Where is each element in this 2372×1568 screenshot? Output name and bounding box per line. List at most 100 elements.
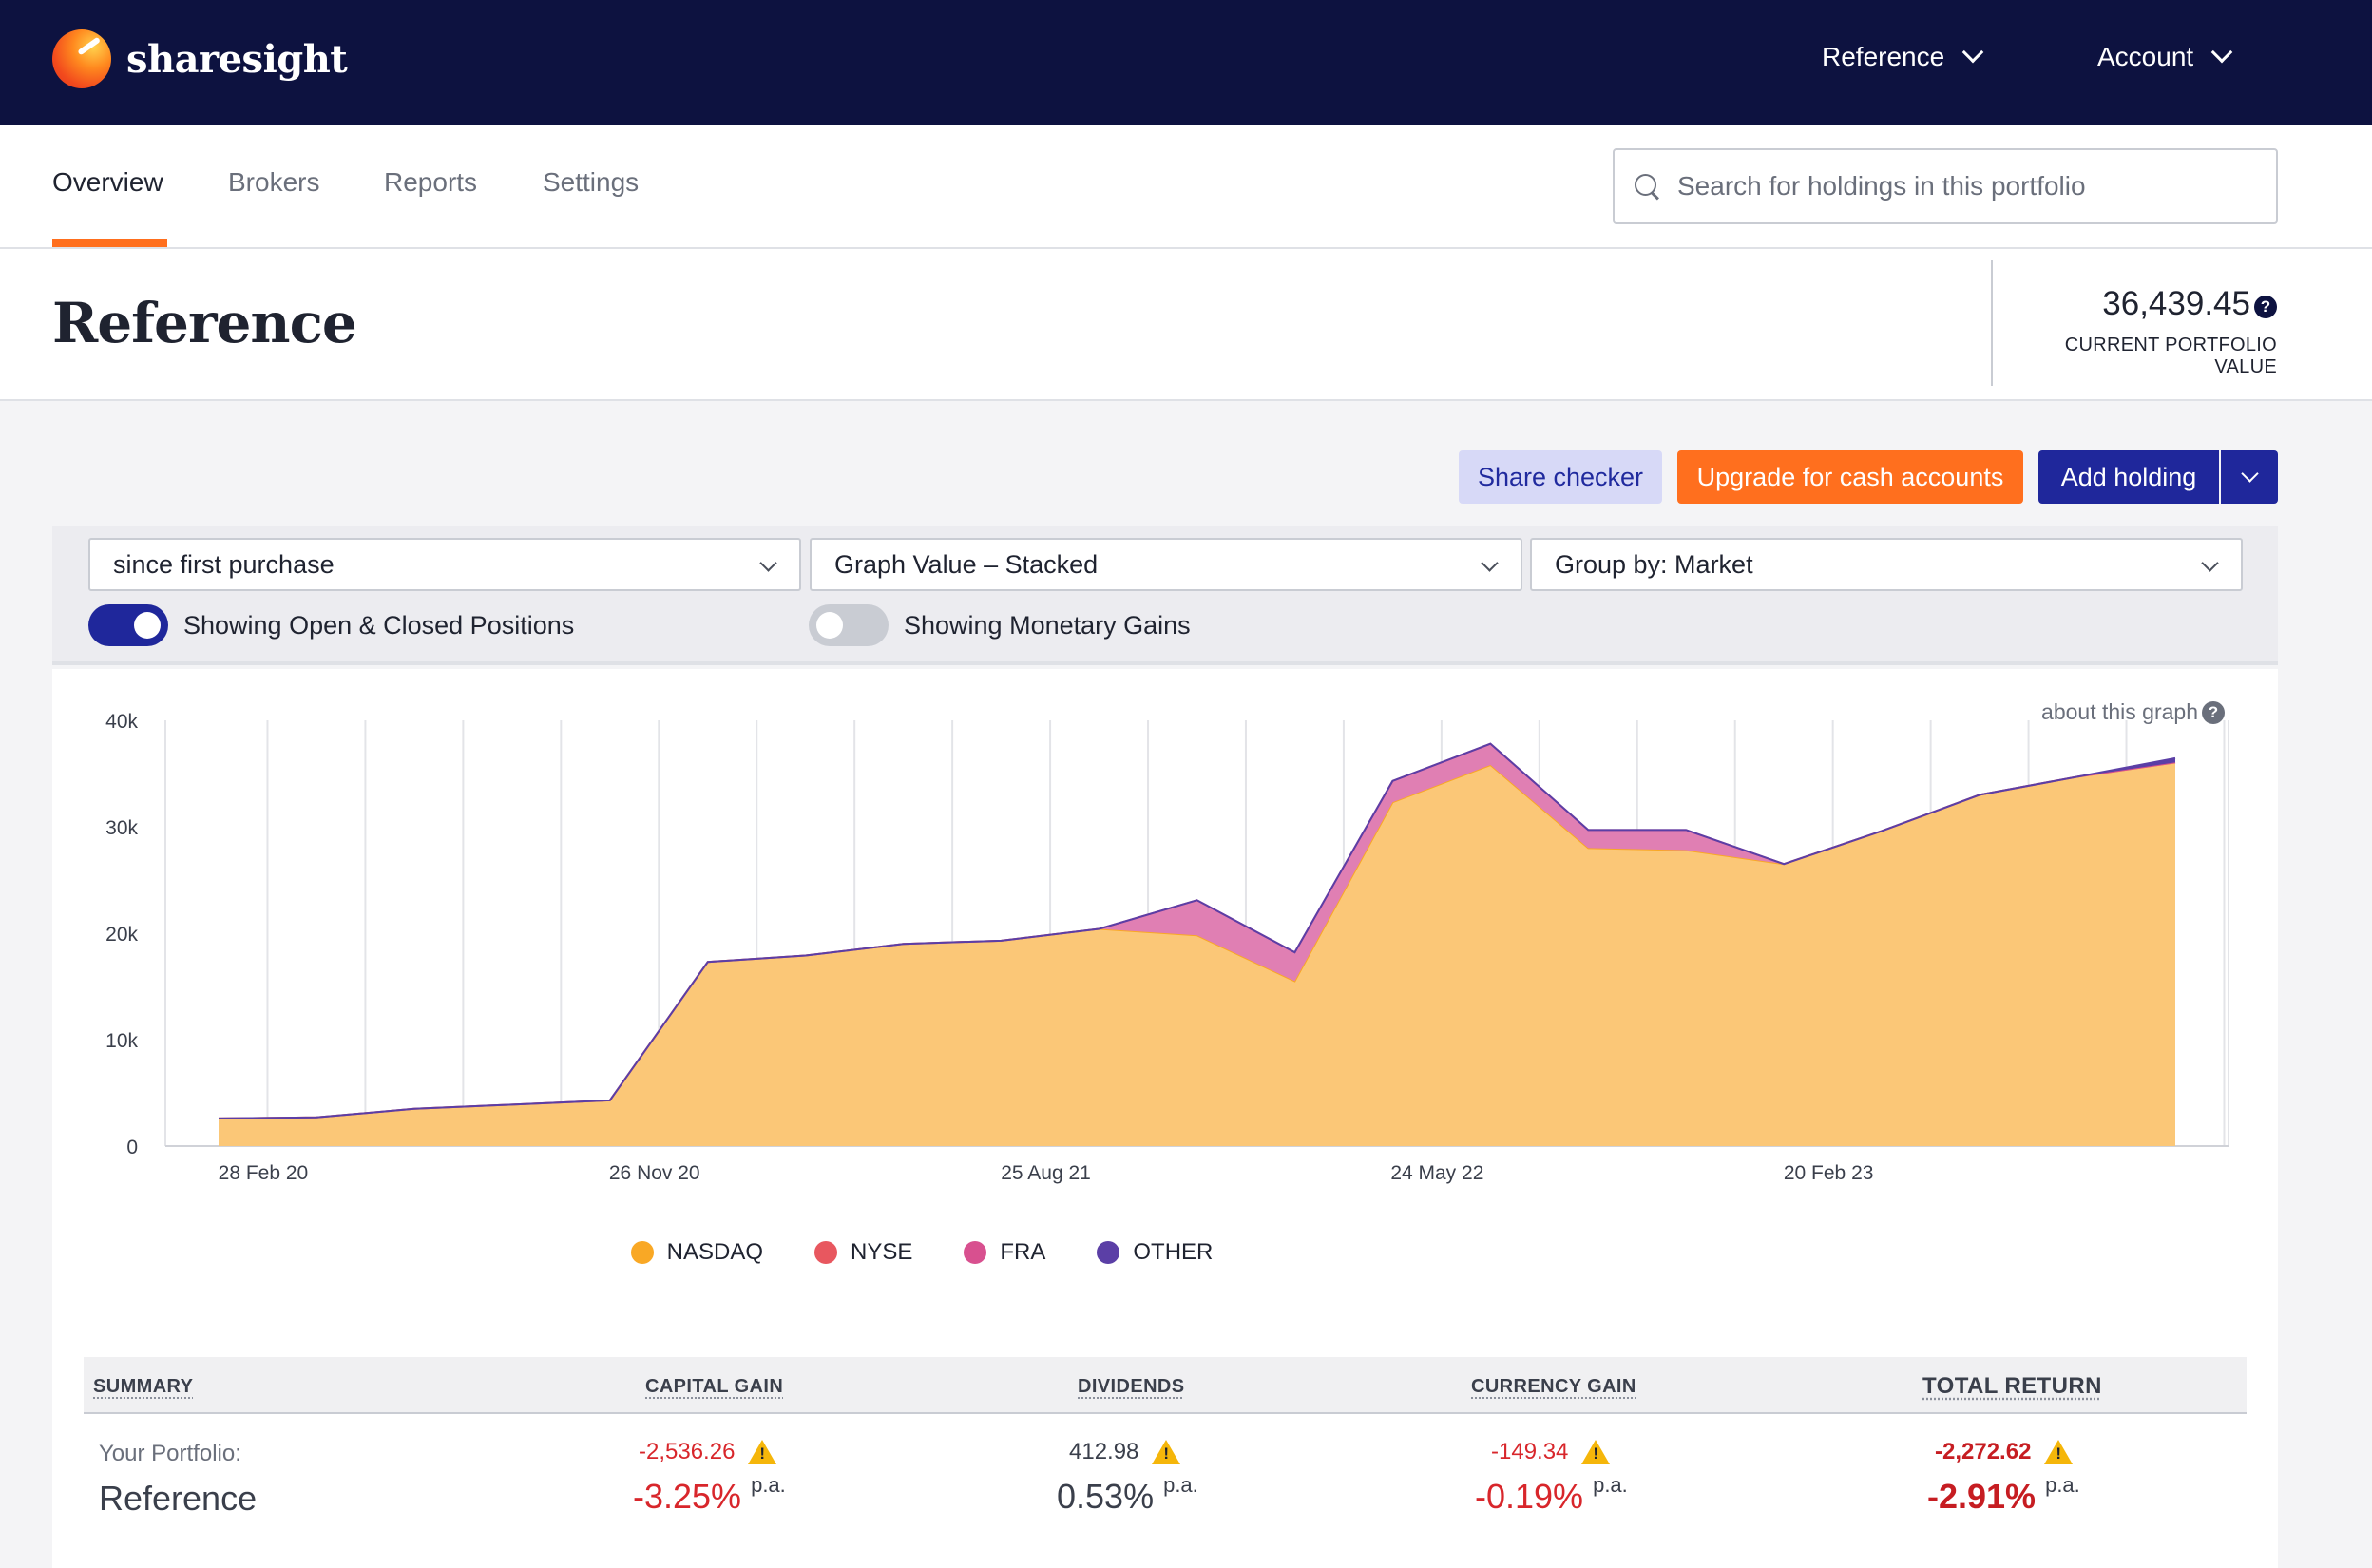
portfolio-value-chart: 0 10k 20k 30k 40k 28 Feb 20 26 Nov 20 25 Aug 21… bbox=[105, 711, 2229, 1184]
y-tick-label: 30k bbox=[105, 817, 138, 839]
per-annum-label: p.a. bbox=[751, 1473, 786, 1497]
legend-dot bbox=[814, 1241, 837, 1264]
add-holding-button[interactable]: Add holding bbox=[2038, 450, 2219, 504]
currency-gain-amount: -149.34 bbox=[1491, 1439, 1611, 1465]
reference-menu[interactable]: Reference bbox=[1822, 41, 1984, 72]
portfolio-value-label: CURRENT PORTFOLIO VALUE bbox=[2064, 335, 2277, 377]
tab-reports[interactable]: Reports bbox=[384, 167, 478, 197]
warning-icon[interactable] bbox=[2044, 1440, 2074, 1464]
positions-toggle-row: Showing Open & Closed Positions bbox=[88, 604, 574, 646]
y-tick-label: 10k bbox=[105, 1030, 138, 1052]
about-graph-label: about this graph bbox=[2041, 699, 2198, 724]
summary-col-dividends[interactable]: DIVIDENDS bbox=[1078, 1376, 1185, 1397]
area-nasdaq bbox=[219, 762, 2175, 1146]
account-menu[interactable]: Account bbox=[2097, 41, 2233, 72]
dividends-amount: 412.98 bbox=[1069, 1439, 1181, 1465]
capital-gain-percent: -3.25% p.a. bbox=[633, 1473, 786, 1517]
legend-item-other[interactable]: OTHER bbox=[1097, 1239, 1213, 1266]
brand-logo[interactable]: sharesight bbox=[52, 29, 348, 88]
positions-toggle-label: Showing Open & Closed Positions bbox=[183, 610, 575, 640]
account-menu-label: Account bbox=[2097, 42, 2194, 71]
dividends-percent: 0.53% p.a. bbox=[1057, 1473, 1198, 1517]
capital-gain-amount: -2,536.26 bbox=[639, 1439, 777, 1465]
positions-toggle[interactable] bbox=[88, 604, 168, 646]
portfolio-tabs: Overview Brokers Reports Settings bbox=[0, 125, 2372, 249]
chevron-down-icon bbox=[2210, 41, 2233, 64]
warning-icon[interactable] bbox=[1581, 1440, 1611, 1464]
total-return-value: -2,272.62 bbox=[1935, 1439, 2032, 1464]
main-content: Share checker Upgrade for cash accounts … bbox=[0, 401, 2372, 1568]
group-by-select[interactable]: Group by: Market bbox=[1530, 538, 2243, 591]
graph-mode-select-value: Graph Value – Stacked bbox=[834, 549, 1099, 579]
capital-gain-percent-value: -3.25% bbox=[633, 1477, 742, 1516]
upgrade-cash-accounts-button[interactable]: Upgrade for cash accounts bbox=[1677, 450, 2023, 504]
x-tick-label: 28 Feb 20 bbox=[219, 1162, 309, 1184]
reference-menu-label: Reference bbox=[1822, 42, 1945, 71]
legend-dot bbox=[630, 1241, 654, 1264]
chevron-down-icon bbox=[1481, 554, 1499, 572]
legend-item-fra[interactable]: FRA bbox=[964, 1239, 1045, 1266]
help-icon[interactable]: ? bbox=[2254, 296, 2277, 318]
y-tick-label: 20k bbox=[105, 924, 138, 946]
legend-item-nasdaq[interactable]: NASDAQ bbox=[630, 1239, 763, 1266]
tab-overview[interactable]: Overview bbox=[52, 167, 163, 197]
period-select[interactable]: since first purchase bbox=[88, 538, 801, 591]
chevron-down-icon bbox=[2201, 554, 2219, 572]
legend-label: OTHER bbox=[1133, 1239, 1214, 1265]
add-holding-dropdown-button[interactable] bbox=[2221, 450, 2278, 504]
tab-settings[interactable]: Settings bbox=[543, 167, 640, 197]
dividends-percent-value: 0.53% bbox=[1057, 1477, 1155, 1516]
gains-toggle-label: Showing Monetary Gains bbox=[904, 610, 1191, 640]
help-icon: ? bbox=[2202, 700, 2225, 724]
total-return-percent-value: -2.91% bbox=[1927, 1477, 2037, 1516]
about-graph-link[interactable]: about this graph ? bbox=[2041, 699, 2225, 725]
summary-row: Your Portfolio: Reference -2,536.26 -3.2… bbox=[84, 1414, 2247, 1547]
summary-col-capital-gain[interactable]: CAPITAL GAIN bbox=[645, 1376, 784, 1397]
currency-gain-percent: -0.19% p.a. bbox=[1475, 1473, 1628, 1517]
line-other bbox=[218, 742, 2176, 1119]
graph-mode-select[interactable]: Graph Value – Stacked bbox=[810, 538, 1522, 591]
legend-label: FRA bbox=[1000, 1239, 1046, 1265]
warning-icon[interactable] bbox=[748, 1440, 777, 1464]
chart-panel: about this graph ? 0 10k 20k 30k 40k 28 Feb 2… bbox=[52, 669, 2278, 1568]
summary-header: SUMMARY CAPITAL GAIN DIVIDENDS CURRENCY … bbox=[84, 1357, 2247, 1414]
share-checker-button[interactable]: Share checker bbox=[1459, 450, 1662, 504]
warning-icon[interactable] bbox=[1152, 1440, 1181, 1464]
y-tick-label: 0 bbox=[126, 1137, 138, 1158]
top-navbar: sharesight Reference Account bbox=[0, 0, 2372, 125]
area-fra bbox=[219, 743, 2175, 1119]
total-return-amount: -2,272.62 bbox=[1935, 1439, 2074, 1465]
per-annum-label: p.a. bbox=[2045, 1473, 2080, 1497]
toggle-knob bbox=[816, 612, 843, 639]
chevron-down-icon bbox=[759, 554, 777, 572]
portfolio-header: Reference 36,439.45 ? CURRENT PORTFOLIO … bbox=[0, 249, 2372, 401]
dividends-value: 412.98 bbox=[1069, 1439, 1139, 1464]
chart-legend: NASDAQ NYSE FRA OTHER bbox=[52, 1239, 1791, 1266]
sharesight-logo-icon bbox=[52, 29, 111, 88]
legend-item-nyse[interactable]: NYSE bbox=[814, 1239, 912, 1266]
group-by-select-value: Group by: Market bbox=[1555, 549, 1753, 579]
currency-gain-value: -149.34 bbox=[1491, 1439, 1569, 1464]
x-tick-label: 26 Nov 20 bbox=[609, 1162, 700, 1184]
summary-col-total-return[interactable]: TOTAL RETURN bbox=[1922, 1373, 2102, 1399]
graph-filters: since first purchase Graph Value – Stack… bbox=[52, 526, 2278, 665]
y-tick-label: 40k bbox=[105, 711, 138, 733]
summary-col-currency-gain[interactable]: CURRENCY GAIN bbox=[1471, 1376, 1636, 1397]
summary-portfolio-name: Reference bbox=[99, 1479, 258, 1518]
summary-col-summary[interactable]: SUMMARY bbox=[93, 1376, 194, 1397]
gains-toggle[interactable] bbox=[809, 604, 889, 646]
search-icon bbox=[1634, 173, 1660, 200]
tab-brokers[interactable]: Brokers bbox=[228, 167, 320, 197]
page-title: Reference bbox=[52, 291, 357, 355]
portfolio-value: 36,439.45 ? CURRENT PORTFOLIO VALUE bbox=[2007, 285, 2277, 378]
search-input[interactable] bbox=[1677, 171, 2248, 201]
header-divider bbox=[1991, 260, 1993, 386]
holdings-search bbox=[1613, 148, 2278, 224]
x-tick-label: 24 May 22 bbox=[1390, 1162, 1483, 1184]
currency-gain-percent-value: -0.19% bbox=[1475, 1477, 1584, 1516]
legend-dot bbox=[1097, 1241, 1120, 1264]
summary-row-label: Your Portfolio: bbox=[99, 1441, 241, 1466]
legend-dot bbox=[964, 1241, 987, 1264]
chevron-down-icon bbox=[2240, 464, 2259, 483]
toggle-knob bbox=[134, 612, 161, 639]
